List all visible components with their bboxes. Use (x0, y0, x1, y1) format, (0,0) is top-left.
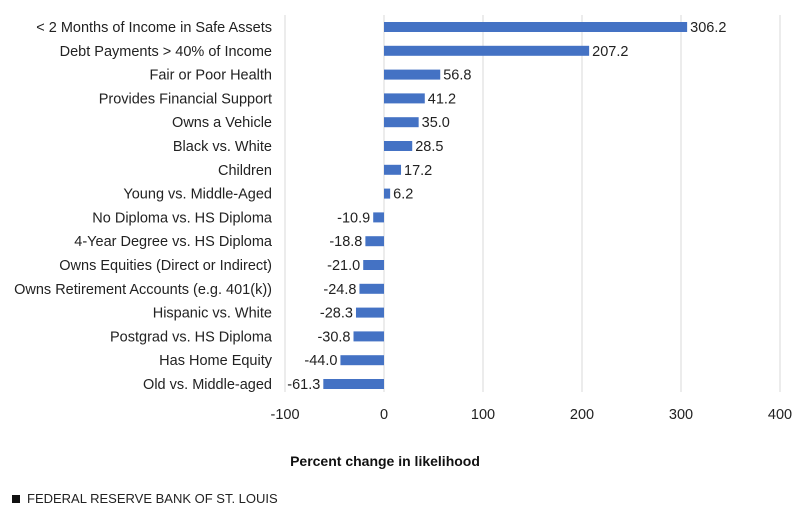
category-label: Has Home Equity (159, 353, 273, 369)
x-tick-label: 300 (669, 407, 693, 423)
x-tick-label: 400 (768, 407, 792, 423)
category-label: Provides Financial Support (99, 91, 272, 107)
value-label: 41.2 (428, 91, 456, 107)
value-label: -61.3 (287, 377, 320, 393)
bar (384, 93, 425, 104)
bar (363, 260, 384, 270)
square-icon (12, 494, 20, 503)
category-label: No Diploma vs. HS Diploma (92, 210, 273, 226)
x-tick-label: 200 (570, 407, 594, 423)
bar (359, 283, 384, 294)
value-label: 17.2 (404, 163, 432, 179)
x-axis-tick-labels: -100 0 100 200 300 400 (270, 407, 792, 423)
bar (373, 212, 384, 223)
bar (384, 45, 590, 56)
x-tick-label: 100 (471, 407, 495, 423)
value-label: 6.2 (393, 187, 413, 203)
value-label: -24.8 (323, 282, 356, 298)
bars (323, 22, 688, 389)
category-label: Black vs. White (173, 139, 272, 155)
value-label: -30.8 (317, 329, 350, 345)
value-label: -10.9 (337, 210, 370, 226)
category-label: Young vs. Middle-Aged (123, 187, 272, 203)
category-label: < 2 Months of Income in Safe Assets (36, 20, 272, 36)
category-label: Hispanic vs. White (153, 306, 272, 322)
bar (355, 307, 384, 318)
value-label: -21.0 (327, 258, 360, 274)
value-label: 28.5 (415, 139, 443, 155)
category-label: Owns Retirement Accounts (e.g. 401(k)) (14, 282, 272, 298)
category-label: Children (218, 163, 272, 179)
category-labels: < 2 Months of Income in Safe Assets Debt … (14, 20, 273, 393)
bar (384, 117, 419, 128)
bar (365, 236, 384, 247)
bar (340, 355, 384, 366)
value-label: -18.8 (329, 234, 362, 250)
bar (384, 141, 413, 151)
bar (384, 188, 391, 199)
x-tick-label: -100 (270, 407, 299, 423)
category-label: Fair or Poor Health (150, 68, 273, 84)
category-label: Old vs. Middle-aged (143, 377, 272, 393)
category-label: Postgrad vs. HS Diploma (110, 329, 273, 345)
category-label: Debt Payments > 40% of Income (60, 44, 272, 60)
bar (353, 331, 384, 342)
value-label: 35.0 (422, 115, 450, 131)
source-text: FEDERAL RESERVE BANK OF ST. LOUIS (27, 491, 278, 506)
value-label: 306.2 (690, 20, 726, 36)
value-label: -28.3 (320, 306, 353, 322)
x-tick-label: 0 (380, 407, 388, 423)
value-labels: 306.2 207.2 56.8 41.2 35.0 28.5 17.2 6.2 -10.9 -1… (287, 20, 726, 393)
value-label: -44.0 (304, 353, 337, 369)
bar (323, 379, 384, 389)
x-axis-label: Percent change in likelihood (290, 453, 480, 469)
category-label: Owns a Vehicle (172, 115, 272, 131)
value-label: 207.2 (592, 44, 628, 60)
category-label: Owns Equities (Direct or Indirect) (59, 258, 272, 274)
source-credit: FEDERAL RESERVE BANK OF ST. LOUIS (12, 491, 278, 506)
bar (384, 164, 402, 175)
bar (384, 22, 688, 32)
category-label: 4-Year Degree vs. HS Diploma (74, 234, 273, 250)
value-label: 56.8 (443, 68, 471, 84)
bar-chart: < 2 Months of Income in Safe Assets Debt … (14, 15, 792, 423)
bar (384, 69, 441, 80)
